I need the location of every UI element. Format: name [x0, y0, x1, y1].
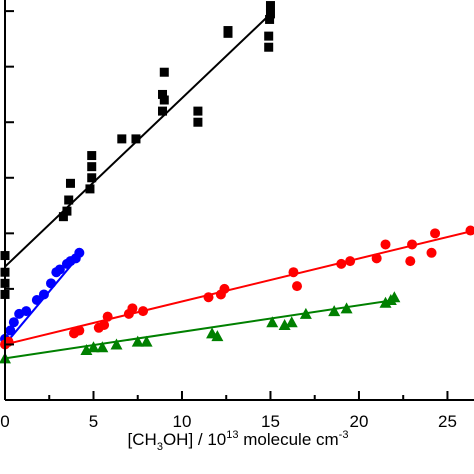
point-series-3-19 — [380, 239, 391, 250]
point-series-2-10 — [54, 264, 65, 275]
marks-layer — [0, 1, 474, 364]
x-tick-label-20: 20 — [350, 412, 369, 431]
point-series-3-24 — [465, 225, 474, 236]
point-series-1-9 — [85, 184, 95, 194]
plot-area — [4, 13, 474, 360]
point-series-4-16 — [379, 296, 392, 308]
point-series-1-23 — [264, 42, 274, 52]
point-series-1-15 — [158, 106, 168, 116]
point-series-3-22 — [426, 247, 437, 258]
x-axis-label-superscript-2: -3 — [339, 429, 349, 441]
point-series-4-5 — [110, 338, 123, 350]
point-series-2-2 — [5, 325, 16, 336]
point-series-4-4 — [96, 341, 109, 353]
point-series-4-13 — [299, 307, 312, 319]
x-axis-label-subscript: 3 — [157, 441, 163, 453]
x-axis-label: [CH3OH] / 1013 molecule cm-3 — [128, 429, 349, 453]
point-series-4-11 — [278, 319, 291, 330]
point-series-1-27 — [265, 1, 275, 11]
point-series-3-15 — [292, 281, 303, 292]
point-series-4-2 — [80, 344, 93, 355]
x-axis: 0 5 10 15 20 25 — [0, 0, 474, 431]
point-series-3-4 — [74, 325, 85, 336]
point-series-3-23 — [430, 228, 441, 239]
x-tick-label-10: 10 — [173, 412, 192, 431]
point-series-4-9 — [211, 330, 224, 342]
point-series-1-7 — [64, 195, 74, 205]
x-axis-label-superscript: 13 — [226, 429, 238, 441]
point-series-1-6 — [62, 206, 72, 216]
point-series-3-21 — [407, 239, 418, 250]
point-series-4-18 — [388, 291, 401, 303]
x-axis-label-part-1: [CH — [128, 430, 157, 449]
x-axis-label-part-2: OH] / 10 — [163, 430, 226, 449]
point-series-3-16 — [336, 258, 347, 269]
point-series-4-6 — [131, 335, 144, 347]
point-series-3-13 — [219, 283, 230, 294]
point-series-4-15 — [340, 302, 353, 314]
point-series-1-20 — [193, 106, 203, 116]
point-series-1-8 — [65, 178, 75, 188]
x-tick-label-15: 15 — [261, 412, 280, 431]
point-series-3-7 — [102, 311, 113, 322]
point-series-4-7 — [140, 335, 153, 347]
point-series-3-10 — [138, 306, 149, 317]
point-series-2-14 — [74, 247, 85, 258]
point-series-2-3 — [8, 317, 19, 328]
point-series-3-11 — [203, 292, 214, 303]
point-series-3-9 — [127, 303, 138, 314]
x-axis-label-part-3: molecule cm — [239, 430, 339, 449]
point-series-1-22 — [223, 26, 233, 36]
point-series-1-11 — [87, 162, 97, 172]
point-series-1-12 — [87, 151, 97, 161]
point-series-1-26 — [265, 9, 275, 19]
point-series-3-6 — [99, 320, 110, 330]
point-series-1-19 — [193, 117, 203, 127]
point-series-3-18 — [371, 253, 382, 264]
fit-line-series-3 — [4, 229, 474, 346]
point-series-1-16 — [158, 89, 168, 99]
point-series-1-13 — [117, 134, 127, 144]
point-series-1-24 — [264, 31, 274, 41]
point-series-2-7 — [38, 289, 49, 300]
point-series-4-3 — [87, 341, 100, 353]
x-tick-label-25: 25 — [438, 412, 457, 431]
point-series-2-8 — [46, 278, 57, 289]
point-series-3-17 — [345, 256, 356, 267]
point-series-1-18 — [159, 67, 169, 77]
point-series-1-5 — [58, 212, 68, 222]
point-series-2-5 — [21, 306, 32, 317]
point-series-4-12 — [285, 316, 298, 328]
point-series-3-20 — [405, 256, 416, 267]
point-series-2-6 — [31, 295, 42, 305]
point-series-4-10 — [266, 316, 279, 328]
x-tick-label-0: 0 — [0, 412, 9, 431]
fit-line-series-2 — [4, 254, 81, 346]
point-series-1-10 — [87, 173, 97, 183]
fit-line-series-4 — [4, 299, 395, 360]
x-tick-label-5: 5 — [89, 412, 98, 431]
point-series-4-14 — [328, 305, 341, 317]
point-series-1-17 — [159, 95, 169, 105]
point-series-1-14 — [131, 134, 141, 144]
point-series-3-14 — [288, 267, 299, 278]
point-series-1-25 — [265, 14, 275, 24]
